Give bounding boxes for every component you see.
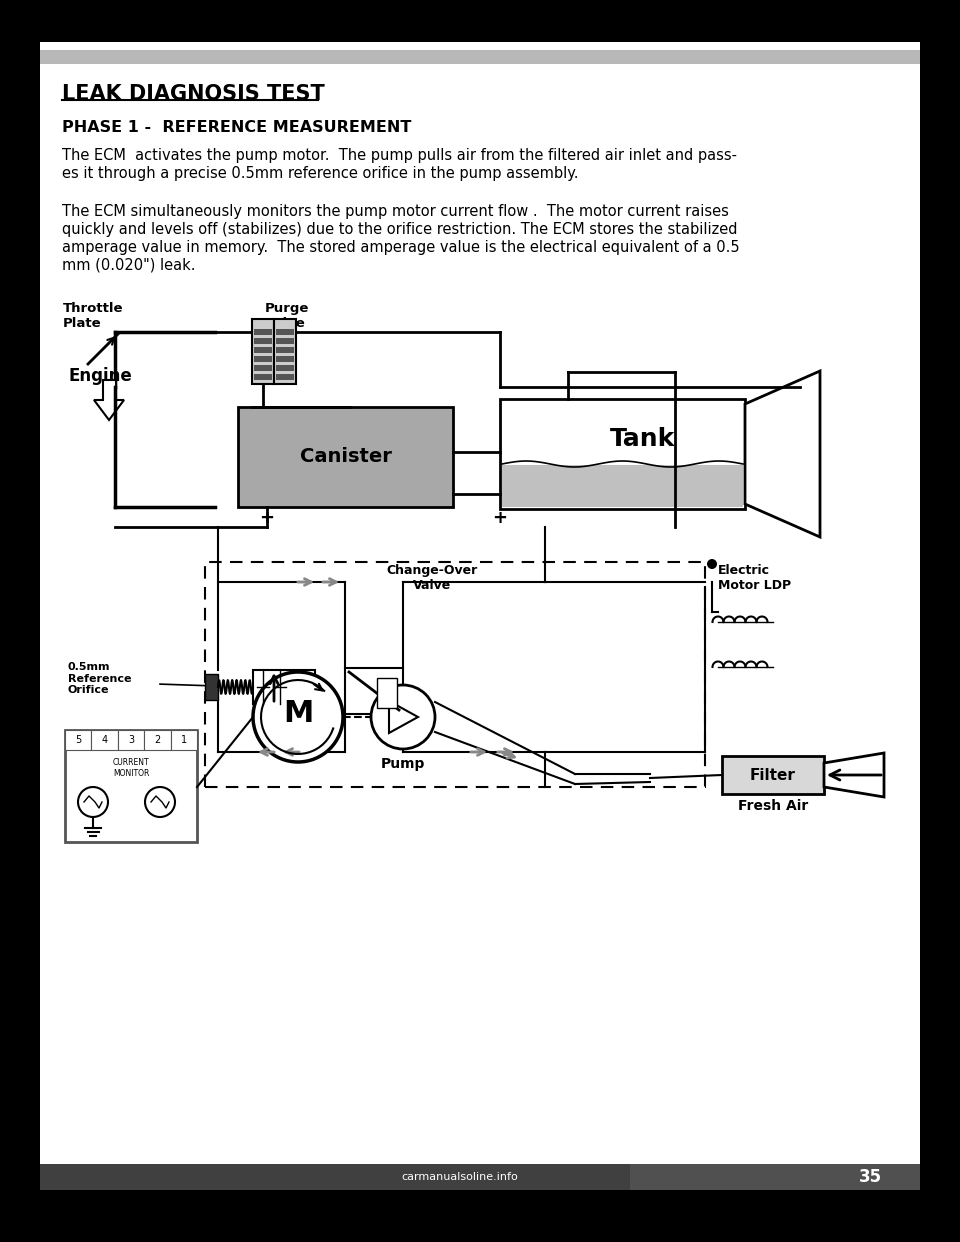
Text: Pump: Pump [381, 758, 425, 771]
Text: Throttle
Plate: Throttle Plate [63, 302, 124, 330]
Circle shape [371, 686, 435, 749]
Bar [205, 674, 218, 700]
Text: carmanualsoline.info: carmanualsoline.info [401, 1172, 518, 1182]
Text: Electric
Motor LDP: Electric Motor LDP [718, 564, 791, 592]
Bar [252, 319, 274, 384]
Text: Change-Over
Valve: Change-Over Valve [386, 564, 478, 592]
Text: LEAK DIAGNOSIS TEST: LEAK DIAGNOSIS TEST [62, 84, 324, 104]
Text: es it through a precise 0.5mm reference orifice in the pump assembly.: es it through a precise 0.5mm reference … [62, 166, 579, 181]
Text: 2: 2 [155, 735, 160, 745]
Bar [276, 365, 294, 371]
Text: PHASE 1 -  REFERENCE MEASUREMENT: PHASE 1 - REFERENCE MEASUREMENT [62, 120, 412, 135]
Bar [118, 730, 144, 750]
Bar [502, 465, 743, 507]
Bar [500, 399, 745, 509]
Bar [253, 669, 315, 704]
Bar [65, 730, 91, 750]
Bar [276, 329, 294, 335]
Text: +: + [492, 509, 508, 527]
Bar [254, 338, 272, 344]
Text: 3: 3 [128, 735, 134, 745]
Bar [91, 730, 118, 750]
Bar [276, 356, 294, 361]
Bar [276, 347, 294, 353]
Text: Fresh Air: Fresh Air [738, 799, 808, 814]
Bar [345, 668, 403, 714]
Text: M: M [283, 698, 313, 728]
Bar [40, 1164, 920, 1190]
Bar [205, 561, 705, 787]
Text: CURRENT
MONITOR: CURRENT MONITOR [112, 758, 150, 777]
Polygon shape [94, 380, 124, 420]
Text: Canister: Canister [300, 447, 392, 467]
Bar [254, 329, 272, 335]
Text: Purge
Valve: Purge Valve [265, 302, 309, 330]
Bar [144, 730, 171, 750]
Bar [238, 407, 453, 507]
Bar [377, 678, 397, 708]
Text: quickly and levels off (stabilizes) due to the orifice restriction. The ECM stor: quickly and levels off (stabilizes) due … [62, 222, 737, 237]
Bar [254, 347, 272, 353]
Bar [274, 319, 296, 384]
Bar [40, 50, 920, 65]
Text: amperage value in memory.  The stored amperage value is the electrical equivalen: amperage value in memory. The stored amp… [62, 240, 739, 255]
Bar [65, 730, 197, 842]
Text: The ECM  activates the pump motor.  The pump pulls air from the filtered air inl: The ECM activates the pump motor. The pu… [62, 148, 737, 163]
Text: Tank: Tank [610, 427, 675, 451]
Text: 1: 1 [180, 735, 187, 745]
Text: Filter: Filter [750, 768, 796, 782]
Bar [276, 338, 294, 344]
Text: 4: 4 [102, 735, 108, 745]
Circle shape [707, 559, 717, 569]
Text: 0.5mm
Reference
Orifice: 0.5mm Reference Orifice [68, 662, 132, 696]
Polygon shape [824, 753, 884, 797]
Circle shape [253, 672, 343, 763]
Text: +: + [259, 509, 275, 527]
Text: The ECM simultaneously monitors the pump motor current flow .  The motor current: The ECM simultaneously monitors the pump… [62, 204, 729, 219]
Bar [630, 1164, 920, 1190]
Bar [254, 356, 272, 361]
Text: mm (0.020") leak.: mm (0.020") leak. [62, 258, 196, 273]
Text: 5: 5 [75, 735, 82, 745]
Polygon shape [745, 371, 820, 537]
Bar [171, 730, 197, 750]
Bar [254, 365, 272, 371]
Bar [722, 756, 824, 794]
Bar [276, 374, 294, 380]
Text: 35: 35 [858, 1167, 881, 1186]
Text: Engine: Engine [68, 366, 132, 385]
Bar [254, 374, 272, 380]
